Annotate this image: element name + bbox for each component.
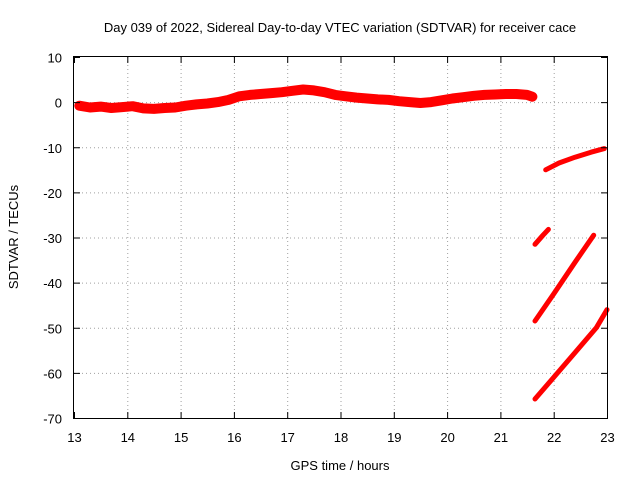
series-main-band — [74, 84, 538, 114]
y-tick-label: -40 — [43, 276, 62, 291]
x-tick-label: 14 — [121, 430, 135, 445]
y-tick-label: -10 — [43, 141, 62, 156]
series-group — [74, 84, 610, 402]
x-tick-label: 15 — [174, 430, 188, 445]
x-tick-label: 17 — [280, 430, 294, 445]
x-tick-label: 13 — [67, 430, 81, 445]
series-trace-short — [532, 226, 551, 247]
grid — [74, 57, 607, 418]
y-ticks: 10 0 -10 -20 -30 -40 -50 -60 -70 — [43, 51, 607, 427]
chart-title: Day 039 of 2022, Sidereal Day-to-day VTE… — [104, 20, 576, 35]
x-tick-label: 23 — [600, 430, 614, 445]
x-tick-label: 22 — [547, 430, 561, 445]
y-tick-label: -30 — [43, 231, 62, 246]
y-tick-label: -70 — [43, 412, 62, 427]
x-tick-label: 21 — [494, 430, 508, 445]
y-tick-label: -60 — [43, 366, 62, 381]
x-axis-label: GPS time / hours — [291, 458, 390, 473]
x-tick-label: 18 — [334, 430, 348, 445]
x-tick-label: 19 — [387, 430, 401, 445]
series-trace-upper — [543, 146, 607, 173]
y-tick-label: 0 — [55, 96, 62, 111]
series-trace-middle — [532, 232, 597, 324]
x-tick-label: 20 — [440, 430, 454, 445]
y-axis-label: SDTVAR / TECUs — [6, 184, 21, 289]
series-trace-lower — [532, 307, 610, 402]
plot-frame — [73, 56, 608, 419]
y-tick-label: -50 — [43, 321, 62, 336]
x-ticks: 13 14 15 16 17 18 19 20 21 22 23 — [67, 57, 615, 445]
x-tick-label: 16 — [227, 430, 241, 445]
y-tick-label: 10 — [48, 51, 62, 66]
y-tick-label: -20 — [43, 186, 62, 201]
